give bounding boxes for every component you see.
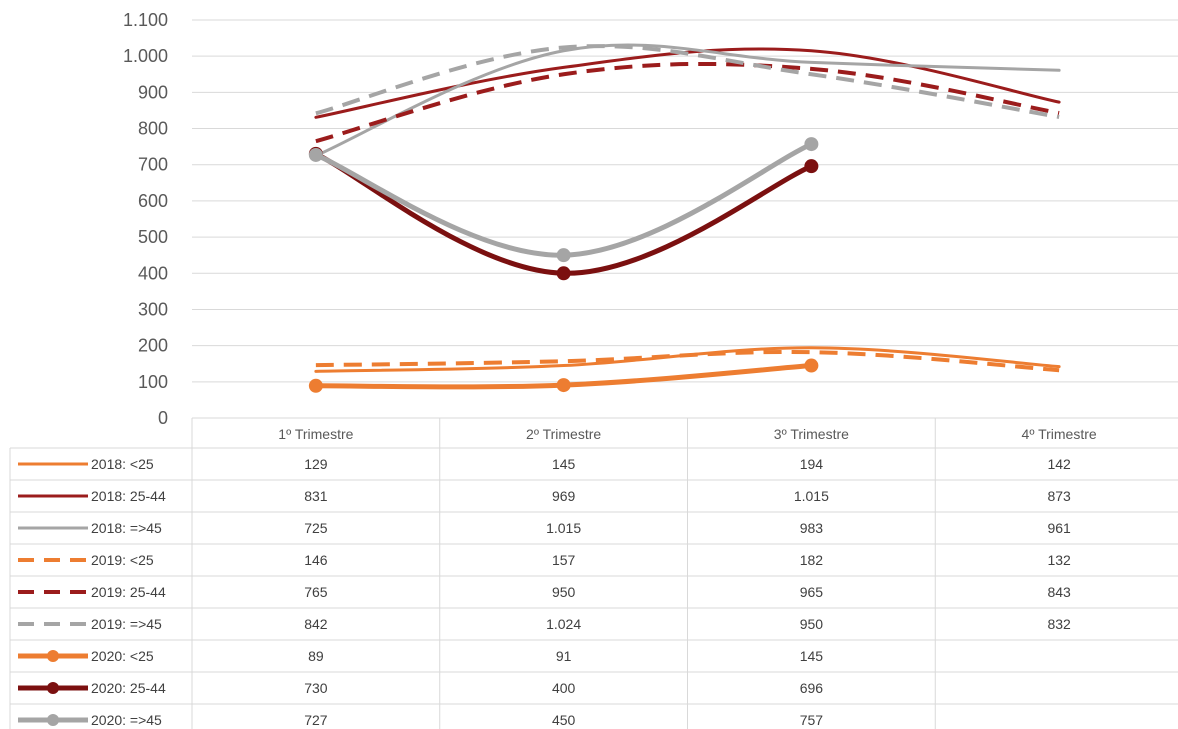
data-point-marker	[308, 378, 323, 393]
series-7	[308, 358, 819, 393]
data-label: 89	[308, 648, 324, 664]
category-label: 4º Trimestre	[1022, 426, 1097, 442]
data-point-marker	[556, 248, 571, 263]
y-tick-label: 800	[138, 119, 168, 139]
data-label: 950	[552, 584, 576, 600]
data-point-marker	[804, 159, 819, 174]
legend-label: 2020: <25	[91, 648, 154, 664]
data-label: 146	[304, 552, 328, 568]
data-label: 727	[304, 712, 328, 728]
series-line	[315, 349, 1060, 373]
y-tick-label: 400	[138, 263, 168, 283]
data-label: 831	[304, 488, 328, 504]
y-tick-label: 600	[138, 191, 168, 211]
data-label: 1.015	[794, 488, 829, 504]
series-lines	[308, 43, 1061, 393]
series-3	[314, 43, 1061, 158]
y-tick-label: 300	[138, 299, 168, 319]
data-label: 765	[304, 584, 328, 600]
gridlines	[192, 19, 1178, 383]
legend-label: 2019: =>45	[91, 616, 162, 632]
data-label: 182	[800, 552, 824, 568]
category-label: 2º Trimestre	[526, 426, 601, 442]
data-label: 91	[556, 648, 572, 664]
y-tick-label: 1.100	[123, 10, 168, 30]
data-label: 965	[800, 584, 824, 600]
y-axis-tick-labels: 0 100 200 300 400 500 600 700 800 900 1.000 1.100	[123, 10, 168, 428]
legend-label: 2020: =>45	[91, 712, 162, 728]
data-label: 400	[552, 680, 576, 696]
legend-label: 2019: 25-44	[91, 584, 166, 600]
series-5	[315, 61, 1060, 144]
data-point-marker	[308, 147, 323, 162]
data-label: 194	[800, 456, 824, 472]
data-label: 450	[552, 712, 576, 728]
data-point-marker	[556, 378, 571, 393]
legend-label: 2020: 25-44	[91, 680, 166, 696]
data-label: 696	[800, 680, 824, 696]
y-tick-label: 900	[138, 82, 168, 102]
data-label: 950	[800, 616, 824, 632]
data-label: 132	[1047, 552, 1071, 568]
data-point-marker	[556, 266, 571, 281]
data-label: 145	[552, 456, 576, 472]
legend-label: 2019: <25	[91, 552, 154, 568]
series-4	[315, 349, 1060, 373]
y-tick-label: 1.000	[123, 46, 168, 66]
category-label: 1º Trimestre	[278, 426, 353, 442]
y-tick-label: 500	[138, 227, 168, 247]
data-label: 142	[1047, 456, 1071, 472]
data-label: 969	[552, 488, 576, 504]
legend-label: 2018: <25	[91, 456, 154, 472]
data-label: 1.015	[546, 520, 581, 536]
data-label: 832	[1047, 616, 1071, 632]
series-6	[315, 44, 1060, 119]
data-label: 873	[1047, 488, 1071, 504]
legend-key	[18, 650, 88, 662]
data-label: 157	[552, 552, 576, 568]
y-tick-label: 700	[138, 155, 168, 175]
y-tick-label: 100	[138, 372, 168, 392]
data-label: 843	[1047, 584, 1071, 600]
series-line	[314, 43, 1061, 158]
data-label: 757	[800, 712, 824, 728]
legend-key	[18, 714, 88, 726]
category-label: 3º Trimestre	[774, 426, 849, 442]
data-label: 1.024	[546, 616, 581, 632]
data-label: 145	[800, 648, 824, 664]
series-line	[315, 61, 1060, 144]
series-line	[315, 44, 1060, 119]
legend-key	[18, 682, 88, 694]
data-label: 961	[1047, 520, 1071, 536]
series-9	[308, 137, 819, 263]
data-table: 1º Trimestre 2º Trimestre 3º Trimestre 4º T…	[9, 417, 1178, 729]
data-point-marker	[804, 358, 819, 373]
legend-label: 2018: =>45	[91, 520, 162, 536]
data-label: 725	[304, 520, 328, 536]
data-label: 730	[304, 680, 328, 696]
legend-label: 2018: 25-44	[91, 488, 166, 504]
y-tick-label: 200	[138, 336, 168, 356]
data-point-marker	[804, 137, 819, 152]
data-label: 129	[304, 456, 328, 472]
data-label: 983	[800, 520, 824, 536]
y-tick-label: 0	[158, 408, 168, 428]
data-label: 842	[304, 616, 328, 632]
